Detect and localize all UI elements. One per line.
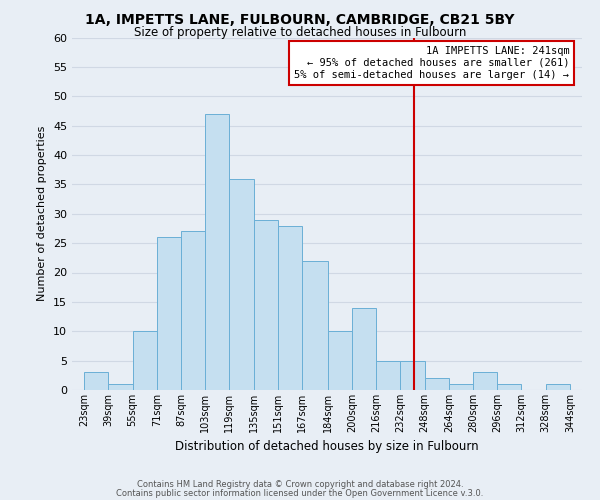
Bar <box>425 378 449 390</box>
Bar <box>157 238 181 390</box>
Bar <box>109 384 133 390</box>
Bar <box>205 114 229 390</box>
X-axis label: Distribution of detached houses by size in Fulbourn: Distribution of detached houses by size … <box>175 440 479 454</box>
Bar <box>328 331 352 390</box>
Bar <box>181 232 205 390</box>
Bar <box>254 220 278 390</box>
Text: 1A IMPETTS LANE: 241sqm
← 95% of detached houses are smaller (261)
5% of semi-de: 1A IMPETTS LANE: 241sqm ← 95% of detache… <box>294 46 569 80</box>
Text: 1A, IMPETTS LANE, FULBOURN, CAMBRIDGE, CB21 5BY: 1A, IMPETTS LANE, FULBOURN, CAMBRIDGE, C… <box>85 12 515 26</box>
Bar <box>449 384 473 390</box>
Bar <box>545 384 570 390</box>
Bar <box>497 384 521 390</box>
Text: Contains HM Land Registry data © Crown copyright and database right 2024.: Contains HM Land Registry data © Crown c… <box>137 480 463 489</box>
Y-axis label: Number of detached properties: Number of detached properties <box>37 126 47 302</box>
Bar <box>400 360 425 390</box>
Bar <box>229 178 254 390</box>
Bar <box>133 331 157 390</box>
Bar <box>278 226 302 390</box>
Text: Contains public sector information licensed under the Open Government Licence v.: Contains public sector information licen… <box>116 488 484 498</box>
Bar <box>376 360 400 390</box>
Bar <box>473 372 497 390</box>
Bar <box>302 261 328 390</box>
Text: Size of property relative to detached houses in Fulbourn: Size of property relative to detached ho… <box>134 26 466 39</box>
Bar <box>84 372 109 390</box>
Bar <box>352 308 376 390</box>
